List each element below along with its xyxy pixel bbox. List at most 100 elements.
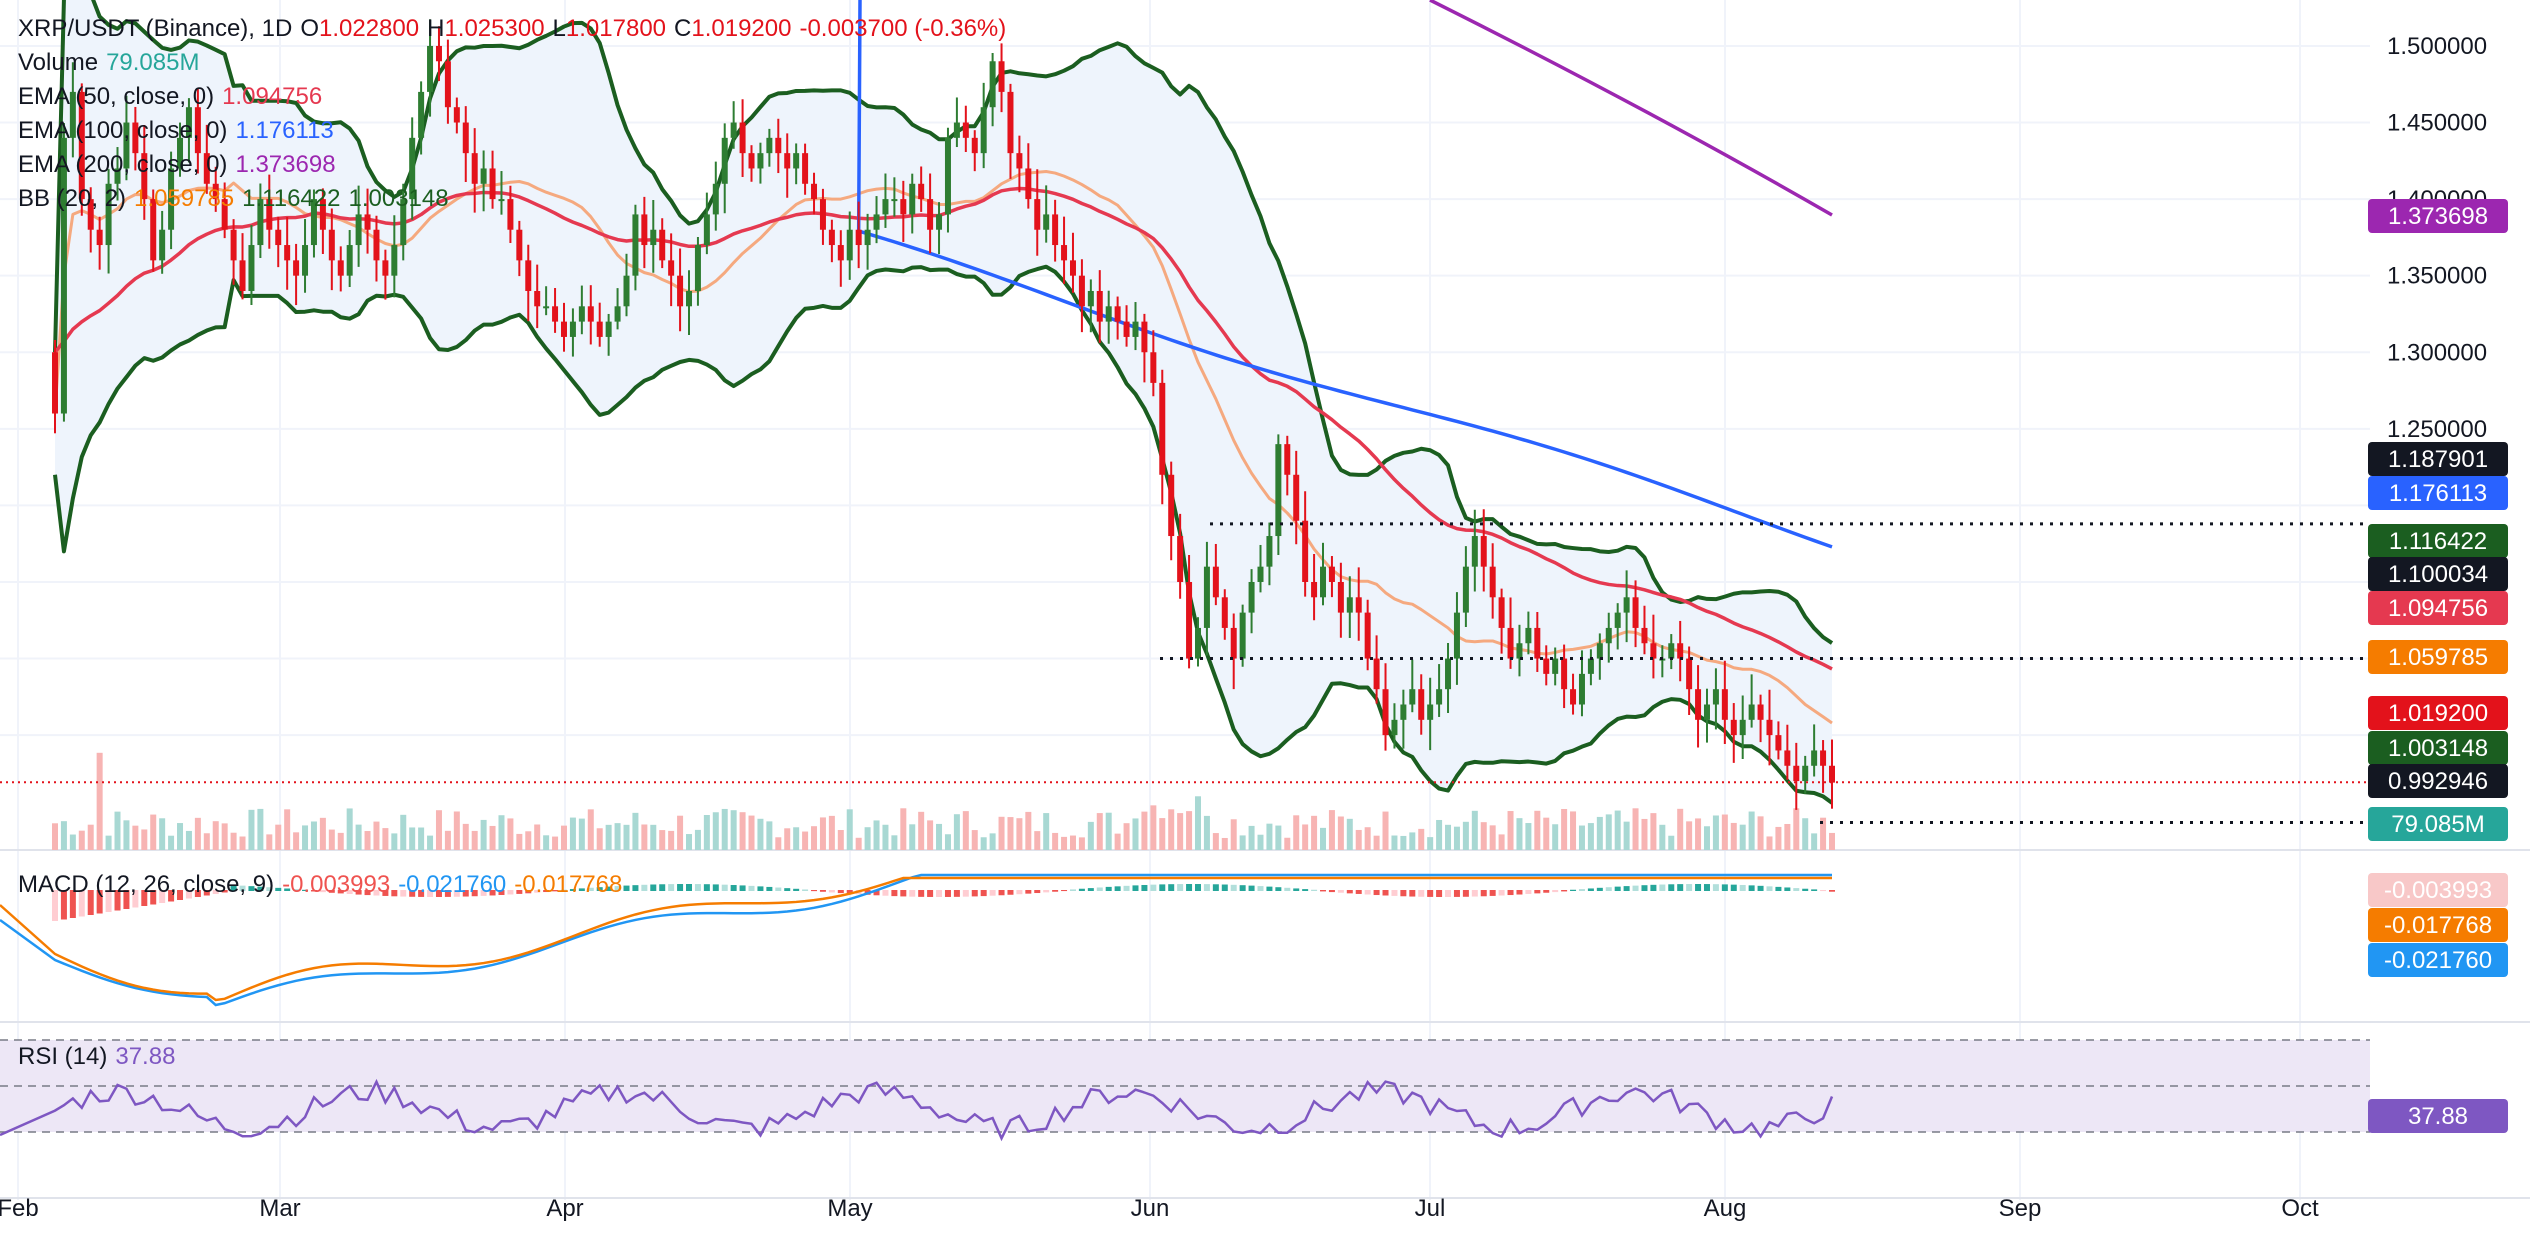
legend-row-ema100: EMA (100, close, 0) 1.176113 [18, 117, 334, 144]
candle-body [944, 137, 951, 215]
candle-body [748, 153, 755, 169]
macd-hist-bar [1177, 884, 1184, 891]
volume-bar [1650, 813, 1657, 850]
candle-body [534, 290, 541, 307]
volume-bar [1016, 818, 1023, 850]
candle-body [1489, 566, 1496, 598]
macd-hist-bar [1712, 884, 1719, 891]
candle-body [1078, 275, 1085, 307]
macd-hist-bar [435, 890, 442, 897]
volume-bar [1177, 813, 1184, 850]
volume-bar [837, 829, 844, 850]
candle-body [1194, 627, 1201, 659]
volume-bar [52, 823, 58, 850]
bb-upper-line [53, 0, 1834, 645]
macd-hist-bar [1159, 884, 1166, 891]
candle-body [1132, 321, 1139, 337]
macd-hist-bar [846, 890, 853, 894]
volume-bar [882, 824, 889, 850]
macd-hist-bar [52, 890, 58, 921]
time-tick-label: Aug [1704, 1195, 1747, 1222]
volume-bar [1150, 805, 1157, 850]
volume-bar [364, 831, 371, 850]
volume-bar [248, 809, 255, 850]
candle-body [382, 260, 389, 276]
macd-hist-bar [78, 890, 85, 917]
macd-hist-bar [944, 890, 951, 897]
candle-body [1614, 612, 1621, 628]
candle-body [1016, 153, 1023, 169]
macd-hist-bar [462, 890, 469, 897]
candle-body [552, 306, 559, 322]
volume-bar [1061, 836, 1068, 850]
macd-hist-bar [1730, 884, 1737, 891]
macd-hist-bar [69, 890, 76, 918]
volume-bar [1498, 834, 1505, 850]
macd-hist-bar [1052, 890, 1059, 892]
candle-body [462, 122, 469, 154]
macd-hist-bar [962, 890, 969, 897]
volume-bar [266, 834, 273, 850]
macd-hist-bar [632, 885, 639, 891]
candle-body [1525, 627, 1532, 644]
candle-body [837, 245, 844, 261]
volume-bar [1730, 822, 1737, 850]
volume-bar [1391, 835, 1398, 850]
legend-row-bb: BB (20, 2) 1.059785 1.116422 1.003148 [18, 185, 449, 212]
macd-hist-bar [444, 890, 451, 897]
macd-hist-bar [185, 890, 192, 899]
volume-bar [1221, 837, 1228, 850]
candle-body [203, 153, 210, 184]
volume-bar [1078, 837, 1085, 850]
macd-hist-bar [560, 889, 567, 891]
price-tag-bg [2368, 524, 2508, 558]
price-tag: 1.019200 [2388, 700, 2488, 727]
price-tag-bg [2368, 731, 2508, 765]
candle-body [1025, 168, 1032, 200]
candle-body [1400, 704, 1407, 720]
volume-bar [605, 824, 612, 850]
price-tag-bg [2368, 199, 2508, 233]
macd-hist-bar [266, 887, 273, 891]
candle-body [105, 183, 112, 246]
volume-bar [382, 828, 389, 850]
candle-body [177, 137, 184, 169]
candle-body [302, 245, 309, 276]
macd-hist-bar [587, 887, 594, 891]
legend-row-ema50: EMA (50, close, 0) 1.094756 [18, 83, 323, 110]
candle-body [1570, 689, 1577, 705]
candle-body [578, 306, 585, 322]
time-axis: Feb Mar Apr May Jun Jul Aug Sep Oct [0, 1195, 2319, 1222]
candle-body [953, 122, 960, 138]
candle-body [1266, 536, 1273, 567]
macd-hist-bar [1748, 885, 1755, 891]
macd-hist-bar [1605, 887, 1612, 891]
macd-hist-bar [694, 884, 701, 891]
volume-bar [1409, 832, 1416, 850]
candle-body [293, 260, 300, 276]
macd-hist-bar [471, 890, 478, 897]
volume-bar [1364, 827, 1371, 850]
candle-body [730, 122, 737, 138]
candle-body [1043, 214, 1050, 230]
price-tag: 1.187901 [2388, 446, 2488, 473]
candle-body [1552, 658, 1559, 674]
macd-hist-bar [212, 890, 219, 894]
candle-body [1543, 658, 1550, 674]
macd-hist-bar [1784, 887, 1791, 891]
candle-body [1248, 581, 1255, 613]
volume-bar [1587, 823, 1594, 850]
macd-hist-bar [1016, 890, 1023, 895]
macd-hist-bar [293, 889, 300, 891]
candle-body [275, 229, 282, 246]
time-tick-label: May [827, 1195, 872, 1222]
volume-bar [1578, 825, 1585, 850]
legend-row-symbol: XRP/USDT (Binance), 1D O1.022800 H1.025300… [18, 12, 1014, 46]
macd-hist-bar [1427, 890, 1434, 897]
volume-bar [1695, 818, 1702, 850]
candle-body [1739, 719, 1746, 736]
volume-bar [525, 831, 532, 850]
indicator-lines [53, 0, 1834, 805]
candle-body [1650, 643, 1657, 659]
